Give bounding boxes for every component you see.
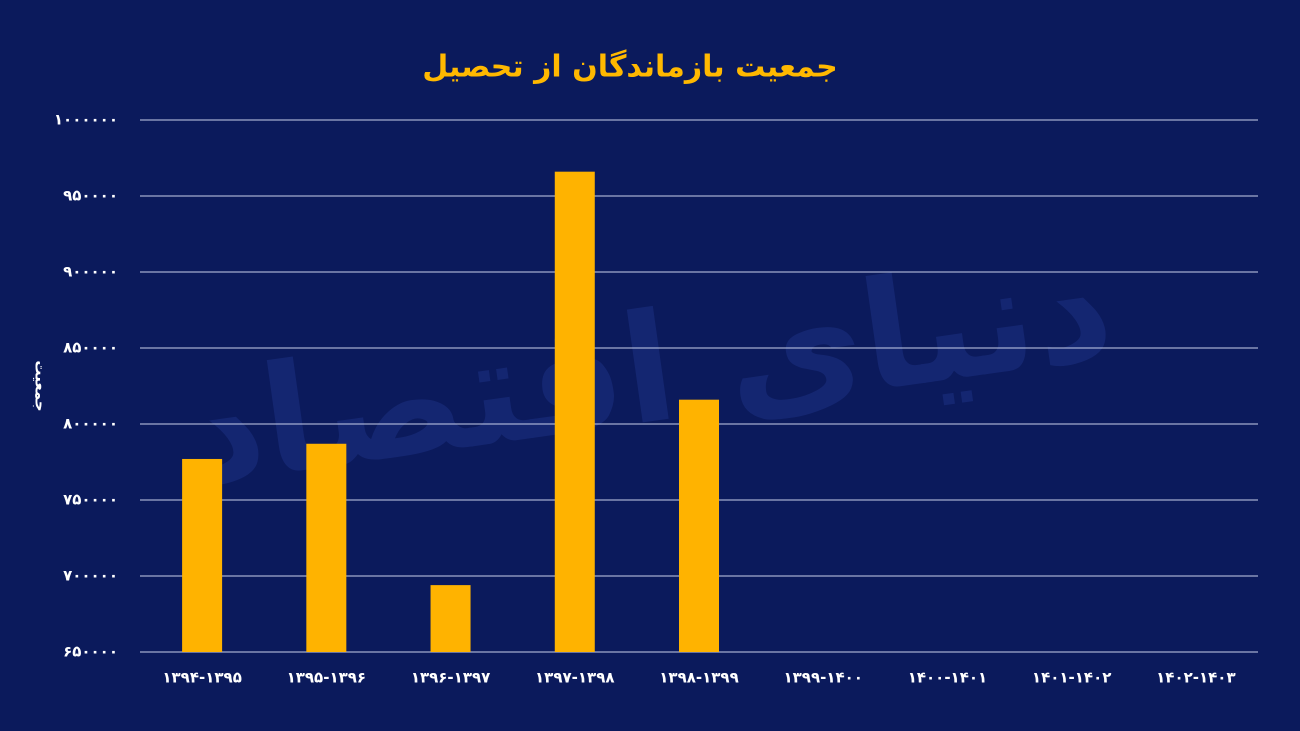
y-tick-label: ۷۰۰۰۰۰ [63, 567, 118, 585]
x-tick-label: ۱۳۹۵-۱۳۹۶ [287, 669, 366, 687]
y-tick-label: ۱۰۰۰۰۰۰ [54, 111, 118, 129]
x-tick-label: ۱۳۹۹-۱۴۰۰ [783, 669, 862, 687]
y-tick-label: ۸۰۰۰۰۰ [63, 415, 118, 433]
y-tick-label: ۹۵۰۰۰۰ [63, 187, 118, 205]
y-tick-label: ۹۰۰۰۰۰ [63, 263, 118, 281]
x-tick-label: ۱۴۰۰-۱۴۰۱ [908, 669, 987, 687]
bar [679, 399, 719, 652]
y-tick-label: ۶۵۰۰۰۰ [63, 643, 118, 661]
x-tick-label: ۱۳۹۶-۱۳۹۷ [411, 669, 490, 687]
bar [430, 585, 471, 652]
chart-title: جمعیت بازماندگان از تحصیل [422, 49, 838, 85]
x-tick-label: ۱۴۰۱-۱۴۰۲ [1032, 669, 1111, 687]
y-tick-label: ۷۵۰۰۰۰ [63, 491, 118, 509]
x-tick-label: ۱۳۹۷-۱۳۹۸ [535, 669, 614, 687]
bar [306, 443, 347, 652]
bar [182, 458, 223, 652]
y-axis-label: جمعیت [32, 360, 50, 411]
bar [554, 171, 595, 652]
x-tick-label: ۱۳۹۸-۱۳۹۹ [659, 669, 738, 687]
y-tick-label: ۸۵۰۰۰۰ [63, 339, 118, 357]
x-tick-label: ۱۳۹۴-۱۳۹۵ [162, 669, 241, 687]
x-tick-label: ۱۴۰۲-۱۴۰۳ [1156, 669, 1235, 687]
